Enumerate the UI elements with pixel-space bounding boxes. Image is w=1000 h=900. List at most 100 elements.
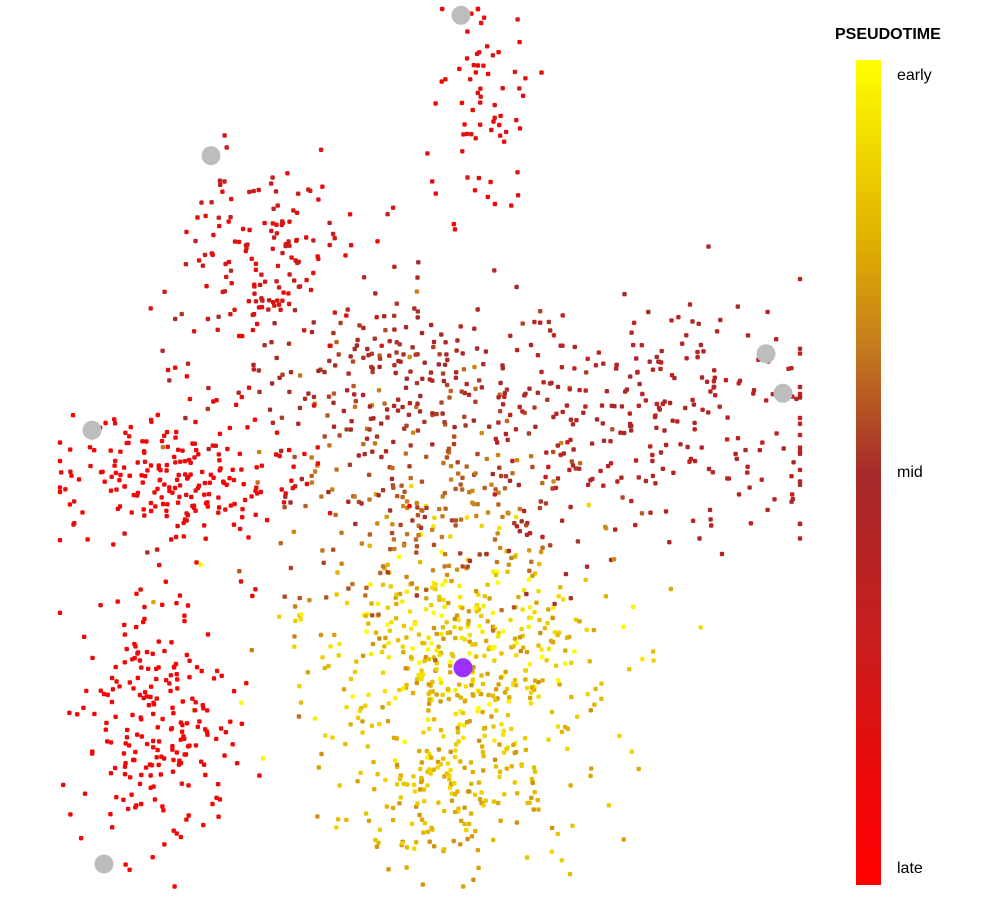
cell-point — [379, 421, 384, 426]
cell-point — [601, 438, 607, 443]
cell-point — [134, 624, 139, 630]
cell-point — [470, 488, 475, 493]
cell-point — [461, 132, 466, 137]
cell-point — [337, 783, 342, 788]
cell-point — [592, 702, 597, 707]
cell-point — [251, 312, 257, 317]
cell-point — [527, 605, 533, 610]
legend-label-early: early — [897, 67, 932, 84]
cell-point — [293, 258, 298, 263]
cell-point — [414, 840, 419, 845]
cell-point — [614, 362, 619, 367]
cell-point — [593, 363, 599, 368]
cell-point — [491, 724, 496, 729]
cell-point — [254, 321, 260, 327]
cell-point — [628, 374, 633, 379]
cell-point — [403, 666, 408, 671]
cell-point — [128, 424, 133, 430]
cell-point — [402, 489, 407, 494]
cell-point — [129, 792, 134, 797]
cell-point — [500, 363, 505, 368]
cell-point — [601, 483, 606, 488]
cell-point — [186, 744, 191, 749]
cell-point — [491, 837, 496, 843]
cell-point — [441, 636, 446, 641]
cell-point — [648, 444, 653, 449]
cell-point — [603, 594, 609, 599]
cell-point — [493, 764, 499, 769]
cell-point — [460, 351, 465, 356]
cell-point — [485, 619, 490, 624]
cell-point — [152, 797, 158, 802]
cell-point — [202, 480, 208, 486]
cell-point — [636, 475, 641, 480]
cell-point — [327, 358, 332, 364]
cell-point — [134, 591, 139, 596]
cell-point — [476, 780, 482, 785]
cell-point — [419, 330, 425, 336]
cell-point — [228, 312, 233, 317]
cell-point — [118, 472, 123, 478]
cell-point — [277, 453, 282, 459]
cell-point — [330, 231, 336, 237]
cell-point — [367, 497, 372, 502]
cell-point — [322, 665, 328, 671]
cell-point — [387, 339, 392, 344]
cell-point — [538, 320, 543, 325]
cell-point — [375, 772, 380, 777]
cell-point — [527, 386, 532, 391]
cell-point — [401, 623, 407, 629]
cell-point — [483, 798, 488, 803]
cell-point — [539, 70, 544, 75]
cell-point — [497, 526, 502, 531]
cell-point — [402, 739, 407, 744]
cell-point — [395, 638, 401, 643]
cell-point — [516, 594, 521, 600]
cell-point — [161, 808, 166, 813]
cell-point — [481, 15, 487, 20]
cell-point — [216, 814, 221, 819]
cell-point — [502, 690, 508, 695]
cell-point — [797, 445, 803, 450]
cell-point — [414, 550, 419, 555]
cell-point — [434, 667, 439, 672]
cell-point — [599, 681, 604, 686]
cell-point — [446, 563, 452, 568]
cell-point — [719, 551, 725, 557]
cell-point — [500, 402, 506, 407]
cell-point — [182, 459, 188, 464]
cell-point — [156, 739, 162, 744]
cell-point — [439, 400, 444, 405]
branch-top-arm — [425, 6, 544, 232]
cell-point — [184, 652, 189, 658]
cell-point — [535, 390, 540, 395]
cell-point — [570, 823, 575, 828]
cell-point — [330, 735, 335, 740]
cell-point — [275, 203, 280, 208]
cell-point — [394, 592, 399, 597]
branch-lower-left-arm — [57, 523, 262, 889]
cell-point — [508, 412, 513, 418]
cell-point — [202, 523, 207, 528]
cell-point — [479, 790, 484, 795]
cell-point — [270, 246, 275, 251]
cell-point — [512, 554, 518, 559]
cell-point — [454, 348, 459, 353]
cell-point — [134, 803, 139, 808]
cell-point — [185, 603, 191, 608]
cell-point — [583, 404, 588, 409]
pseudotime-legend: PSEUDOTIME early mid late — [820, 20, 990, 890]
cell-point — [296, 284, 302, 289]
cell-point — [177, 483, 183, 488]
cell-point — [421, 830, 426, 835]
cell-point — [473, 70, 478, 75]
cell-point — [654, 354, 659, 360]
cell-point — [386, 867, 391, 872]
cell-point — [786, 366, 791, 371]
cell-point — [437, 352, 442, 357]
cell-point — [569, 459, 574, 464]
cell-point — [228, 268, 234, 273]
cell-point — [497, 409, 503, 414]
cell-point — [479, 673, 484, 678]
cell-point — [217, 178, 223, 183]
